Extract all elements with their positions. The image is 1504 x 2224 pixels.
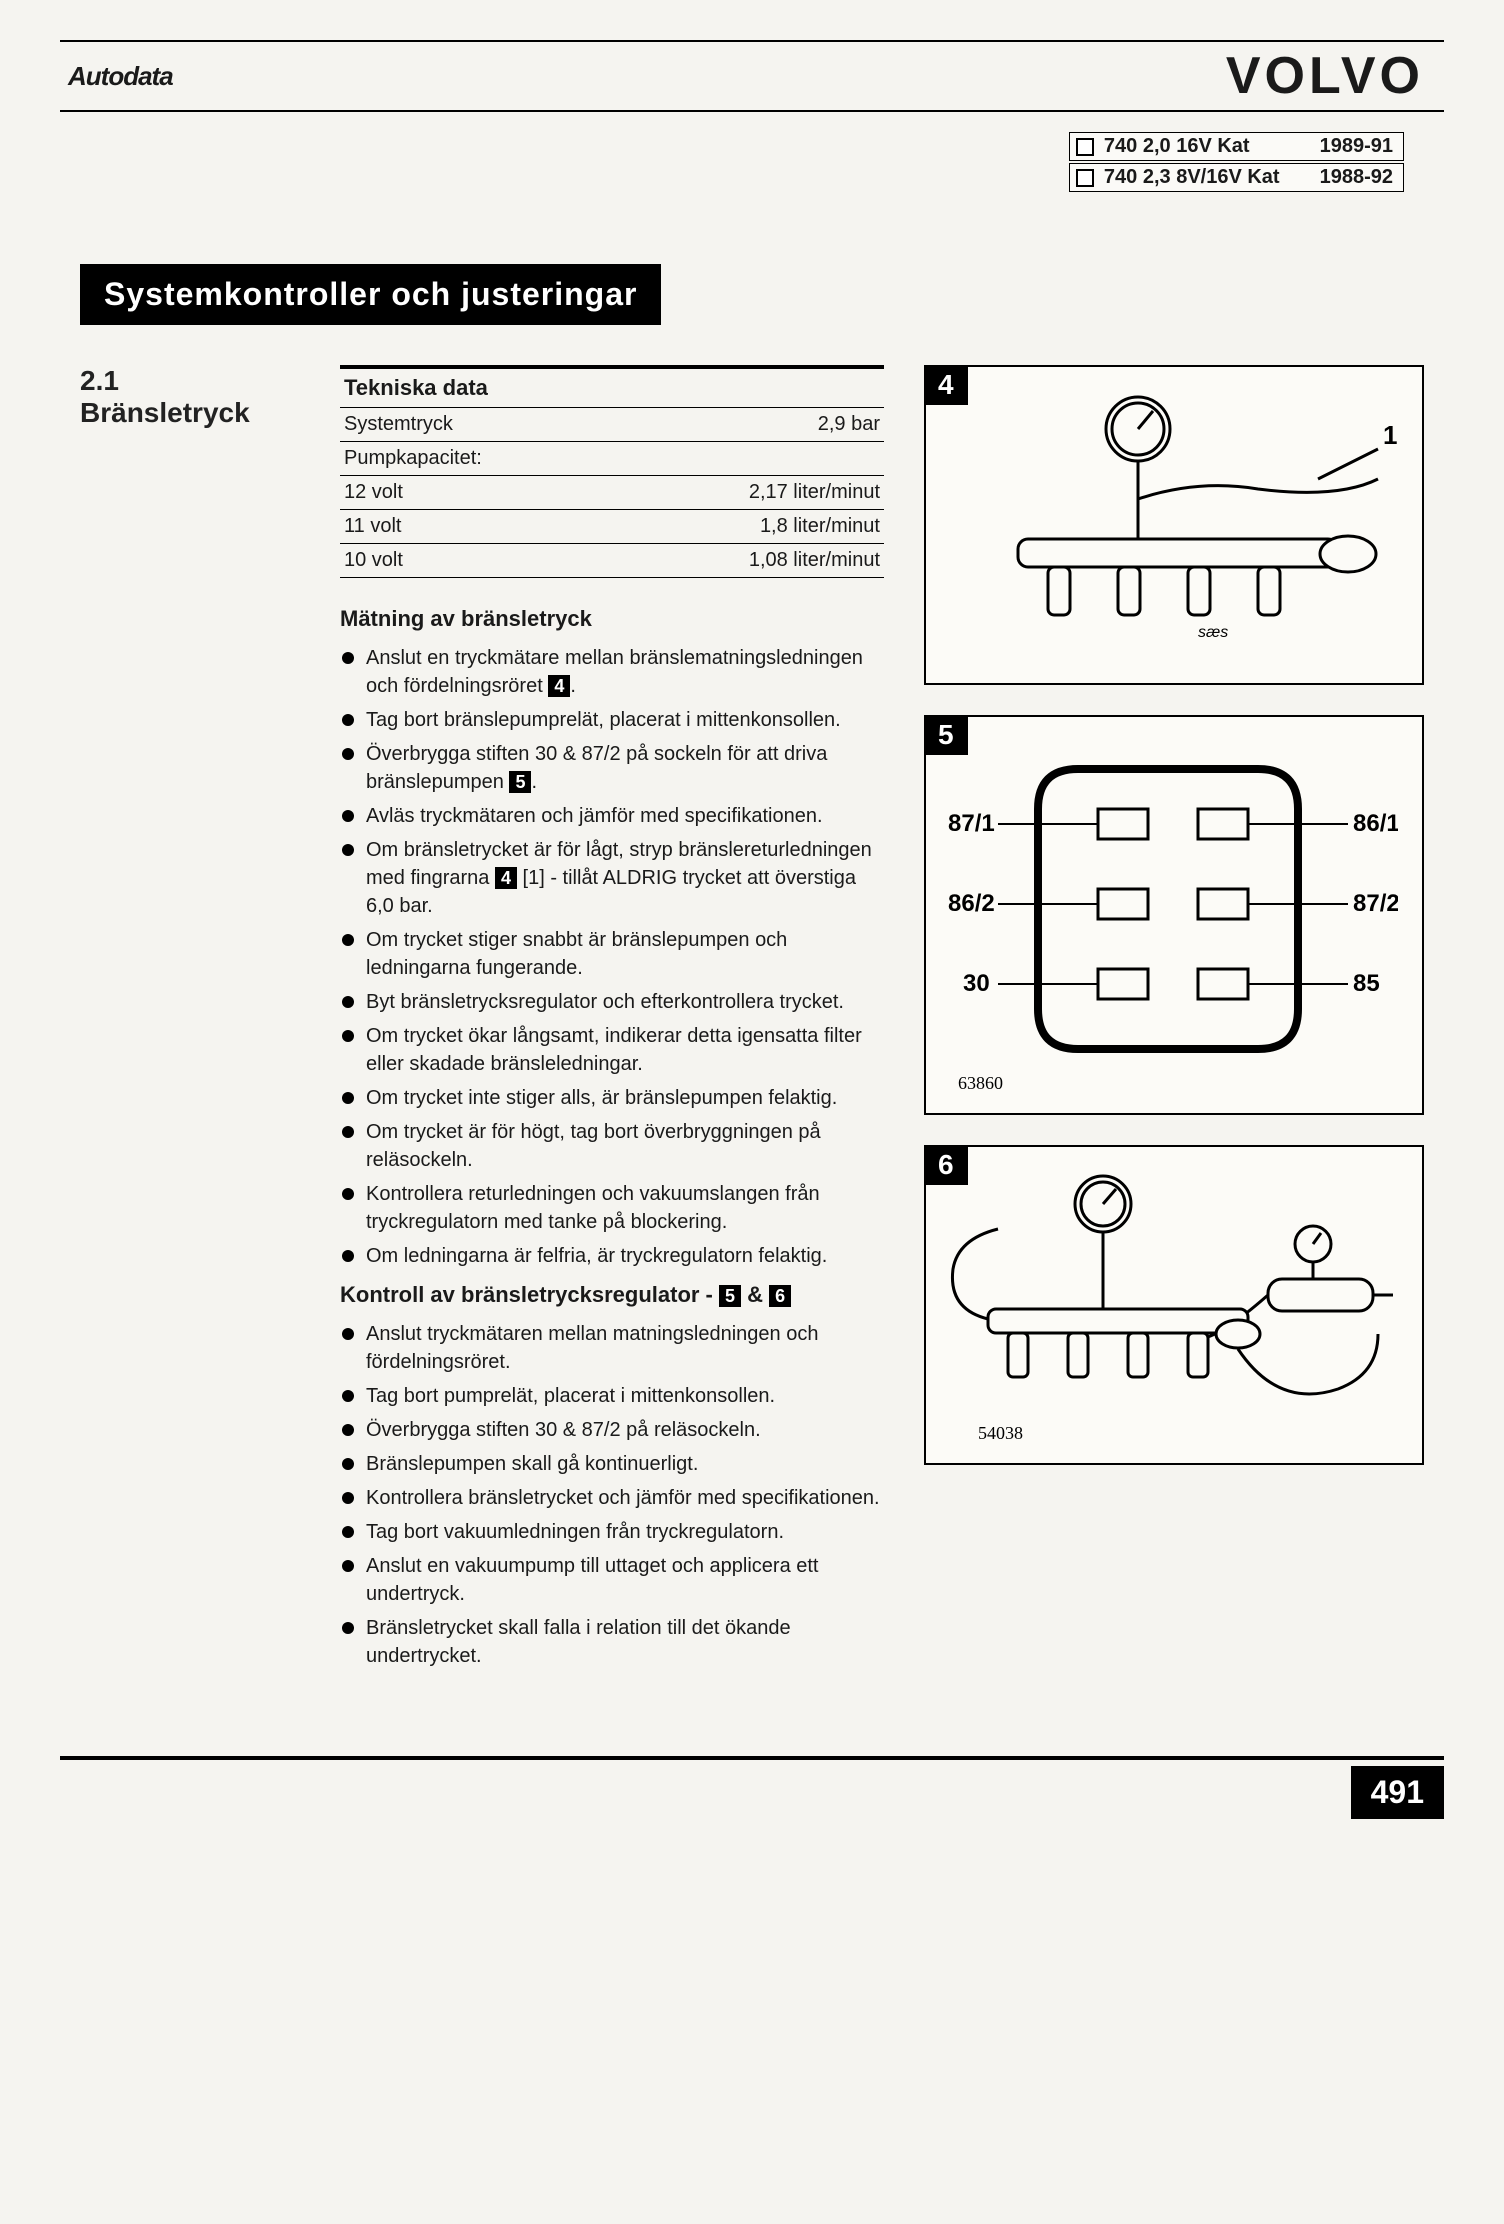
brand-right: VOLVO	[1226, 46, 1436, 106]
list-item: Kontrollera bränsletrycket och jämför me…	[340, 1484, 884, 1512]
list-item: Om trycket ökar långsamt, indikerar dett…	[340, 1022, 884, 1078]
fuel-rail-diagram-icon: 1 sæs	[938, 379, 1398, 669]
figure-label: 6	[924, 1145, 968, 1185]
model-name: 740 2,3 8V/16V Kat	[1104, 166, 1280, 189]
list-item: Byt bränsletrycksregulator och efterkont…	[340, 988, 884, 1016]
vacuum-pump-diagram-icon: 54038	[938, 1159, 1398, 1449]
model-name: 740 2,0 16V Kat	[1104, 135, 1280, 158]
list-item: Om trycket är för högt, tag bort överbry…	[340, 1118, 884, 1174]
list-item: Bränslepumpen skall gå kontinuerligt.	[340, 1450, 884, 1478]
list-item: Tag bort pumprelät, placerat i mittenkon…	[340, 1382, 884, 1410]
list-item: Om trycket inte stiger alls, är bränslep…	[340, 1084, 884, 1112]
table-header: Tekniska data	[340, 367, 884, 408]
pin-label: 30	[963, 970, 990, 997]
table-cell: 2,17 liter/minut	[618, 476, 884, 510]
subsection-title: Mätning av bränsletryck	[340, 606, 884, 632]
table-cell: 11 volt	[340, 510, 618, 544]
figure-4: 4	[924, 365, 1424, 685]
model-row: 740 2,3 8V/16V Kat 1988-92	[1069, 163, 1404, 192]
list-item: Om bränsletrycket är för lågt, stryp brä…	[340, 836, 884, 920]
checkbox-icon	[1076, 169, 1094, 187]
fig-ref-icon: 4	[495, 867, 517, 889]
table-cell: 10 volt	[340, 544, 618, 578]
table-cell: Pumpkapacitet:	[340, 442, 618, 476]
procedure-list: Anslut en tryckmätare mellan bränslematn…	[340, 644, 884, 1270]
list-item: Tag bort bränslepumprelät, placerat i mi…	[340, 706, 884, 734]
table-cell: 1,08 liter/minut	[618, 544, 884, 578]
list-item: Avläs tryckmätaren och jämför med specif…	[340, 802, 884, 830]
table-cell	[618, 442, 884, 476]
list-item: Överbrygga stiften 30 & 87/2 på reläsock…	[340, 1416, 884, 1444]
fig-ref-icon: 5	[509, 771, 531, 793]
fig-ref-icon: 5	[719, 1285, 741, 1307]
section-banner: Systemkontroller och justeringar	[80, 264, 661, 325]
pin-label: 87/2	[1353, 890, 1398, 917]
callout-label: 1	[1383, 420, 1397, 450]
model-years: 1988-92	[1320, 166, 1393, 189]
pin-label: 86/1	[1353, 810, 1398, 837]
figure-label: 4	[924, 365, 968, 405]
pin-label: 86/2	[948, 890, 995, 917]
list-item: Anslut tryckmätaren mellan matningsledni…	[340, 1320, 884, 1376]
list-item: Överbrygga stiften 30 & 87/2 på sockeln …	[340, 740, 884, 796]
model-years: 1989-91	[1320, 135, 1393, 158]
section-number: 2.1	[80, 365, 300, 397]
page-footer: 491	[60, 1756, 1444, 1816]
subsection-title: Kontroll av bränsletrycksregulator - 5 &…	[340, 1282, 884, 1308]
table-cell: 12 volt	[340, 476, 618, 510]
list-item: Om ledningarna är felfria, är tryckregul…	[340, 1242, 884, 1270]
table-cell: Systemtryck	[340, 408, 618, 442]
brand-left: Autodata	[68, 61, 173, 92]
fig-ref-icon: 6	[769, 1285, 791, 1307]
model-row: 740 2,0 16V Kat 1989-91	[1069, 132, 1404, 161]
figure-signature: sæs	[1198, 624, 1228, 641]
table-cell: 2,9 bar	[618, 408, 884, 442]
pin-label: 85	[1353, 970, 1380, 997]
model-list: 740 2,0 16V Kat 1989-91 740 2,3 8V/16V K…	[1069, 132, 1404, 194]
tech-data-table: Tekniska data Systemtryck2,9 bar Pumpkap…	[340, 365, 884, 578]
table-cell: 1,8 liter/minut	[618, 510, 884, 544]
procedure-list: Anslut tryckmätaren mellan matningsledni…	[340, 1320, 884, 1670]
list-item: Anslut en tryckmätare mellan bränslematn…	[340, 644, 884, 700]
header-bar: Autodata VOLVO	[60, 40, 1444, 112]
figure-label: 5	[924, 715, 968, 755]
checkbox-icon	[1076, 138, 1094, 156]
list-item: Kontrollera returledningen och vakuumsla…	[340, 1180, 884, 1236]
relay-socket-diagram-icon: 87/1 86/1 86/2 87/2 30 85 63860	[938, 729, 1398, 1099]
fig-ref-icon: 4	[548, 675, 570, 697]
section-title: Bränsletryck	[80, 397, 300, 429]
list-item: Anslut en vakuumpump till uttaget och ap…	[340, 1552, 884, 1608]
page-number: 491	[1351, 1766, 1444, 1819]
list-item: Bränsletrycket skall falla i relation ti…	[340, 1614, 884, 1670]
figure-5: 5	[924, 715, 1424, 1115]
subsection-text: &	[741, 1282, 769, 1307]
pin-label: 87/1	[948, 810, 995, 837]
subsection-text: Kontroll av bränsletrycksregulator -	[340, 1282, 719, 1307]
figure-signature: 54038	[978, 1423, 1023, 1443]
list-item: Tag bort vakuumledningen från tryckregul…	[340, 1518, 884, 1546]
figure-signature: 63860	[958, 1073, 1003, 1093]
list-item: Om trycket stiger snabbt är bränslepumpe…	[340, 926, 884, 982]
figure-6: 6	[924, 1145, 1424, 1465]
